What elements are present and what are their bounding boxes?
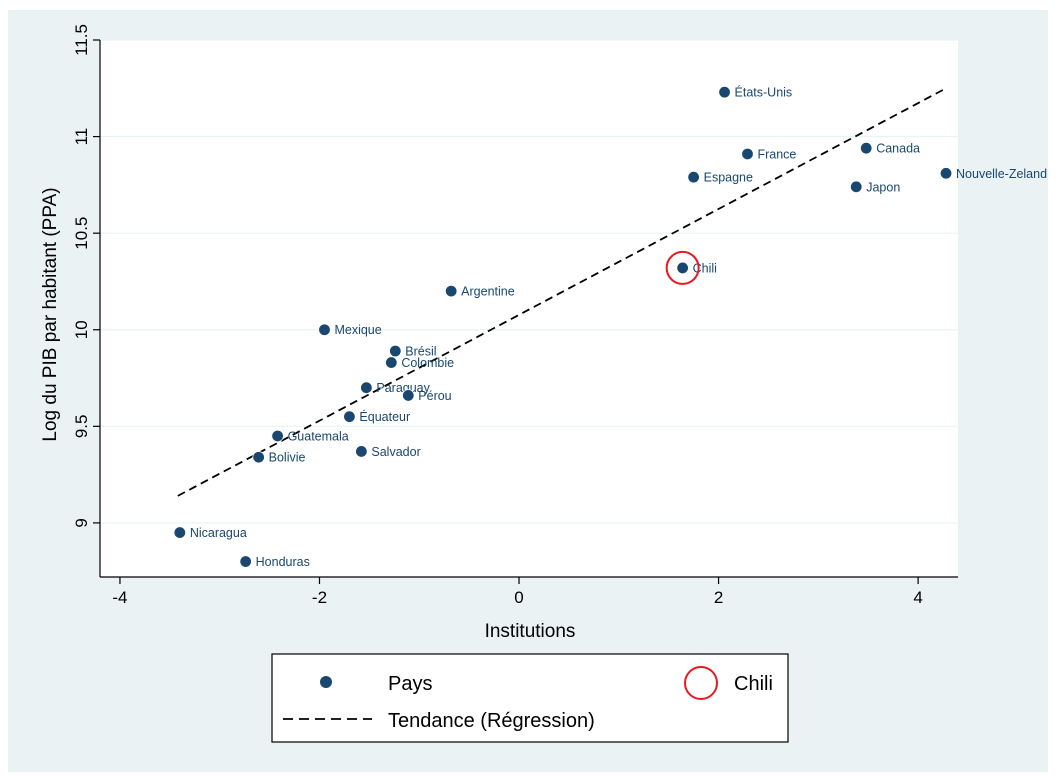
point-label: Nouvelle-Zeland <box>956 167 1047 181</box>
point-label: France <box>757 147 796 161</box>
data-point <box>389 344 402 358</box>
x-tick-label: -4 <box>112 588 127 607</box>
point-label: Équateur <box>359 409 410 424</box>
point-label: Canada <box>876 142 920 156</box>
y-tick-label: 11 <box>72 128 91 146</box>
x-tick-label: 2 <box>714 588 723 607</box>
point-label: Honduras <box>256 555 310 569</box>
data-point <box>252 451 265 464</box>
data-point <box>385 356 398 369</box>
data-point <box>355 445 368 458</box>
point-label: Argentine <box>461 285 515 299</box>
y-tick-label: 10 <box>72 320 91 339</box>
data-point <box>343 410 356 423</box>
y-axis-title: Log du PIB par habitant (PPA) <box>40 187 61 441</box>
point-label: Bolivie <box>269 451 306 465</box>
point-label: Guatemala <box>288 429 349 443</box>
chili-highlight-circle <box>665 250 700 285</box>
trend-line <box>177 87 947 497</box>
data-point <box>860 141 873 155</box>
data-point <box>239 555 252 568</box>
points-group: États-Unis France Canada Espagne Japon Nouvel… <box>173 85 1047 569</box>
data-point <box>271 429 284 443</box>
legend-hollow-circle-marker <box>684 666 718 700</box>
legend-label-chili: Chili <box>734 673 773 695</box>
axes: 9 9.5 10 10.5 11 11.5 -4 -2 0 2 4 Institutions Log d… <box>40 24 958 642</box>
data-point <box>939 167 953 180</box>
x-tick-label: 0 <box>514 588 523 607</box>
point-label: Pérou <box>418 389 451 403</box>
point-label: Salvador <box>371 445 420 459</box>
data-point <box>318 323 331 336</box>
point-label: Colombie <box>401 356 454 370</box>
trend-line-group <box>177 87 947 497</box>
data-point <box>741 147 754 161</box>
data-point <box>402 389 415 402</box>
x-axis-title: Institutions <box>485 621 576 642</box>
legend-dot-marker <box>320 676 332 688</box>
point-label: Japon <box>866 180 900 194</box>
data-point <box>173 526 187 539</box>
point-label: Brésil <box>405 344 436 358</box>
data-point <box>676 261 689 275</box>
data-point <box>687 170 700 184</box>
x-tick-label: 4 <box>913 588 922 607</box>
point-label: Mexique <box>334 323 381 337</box>
gridlines <box>100 39 958 524</box>
data-point <box>444 284 458 298</box>
point-label: États-Unis <box>735 85 793 100</box>
y-tick-label: 9.5 <box>72 415 91 439</box>
y-tick-label: 11.5 <box>72 24 91 56</box>
point-label: Espagne <box>704 171 753 185</box>
data-point <box>360 381 373 394</box>
point-label: Nicaragua <box>190 526 247 540</box>
legend-label-trend: Tendance (Régression) <box>388 710 595 732</box>
point-label: Chili <box>693 261 717 275</box>
y-tick-label: 10.5 <box>72 217 91 250</box>
plot-area <box>100 40 958 577</box>
y-tick-label: 9 <box>72 518 91 527</box>
highlight-group <box>665 250 700 285</box>
data-point <box>850 180 863 194</box>
legend-label-pays: Pays <box>388 673 432 695</box>
x-tick-label: -2 <box>312 588 327 607</box>
point-label: Paraguay <box>376 381 430 395</box>
data-point <box>718 85 731 99</box>
legend: Pays Chili Tendance (Régression) <box>271 653 789 743</box>
